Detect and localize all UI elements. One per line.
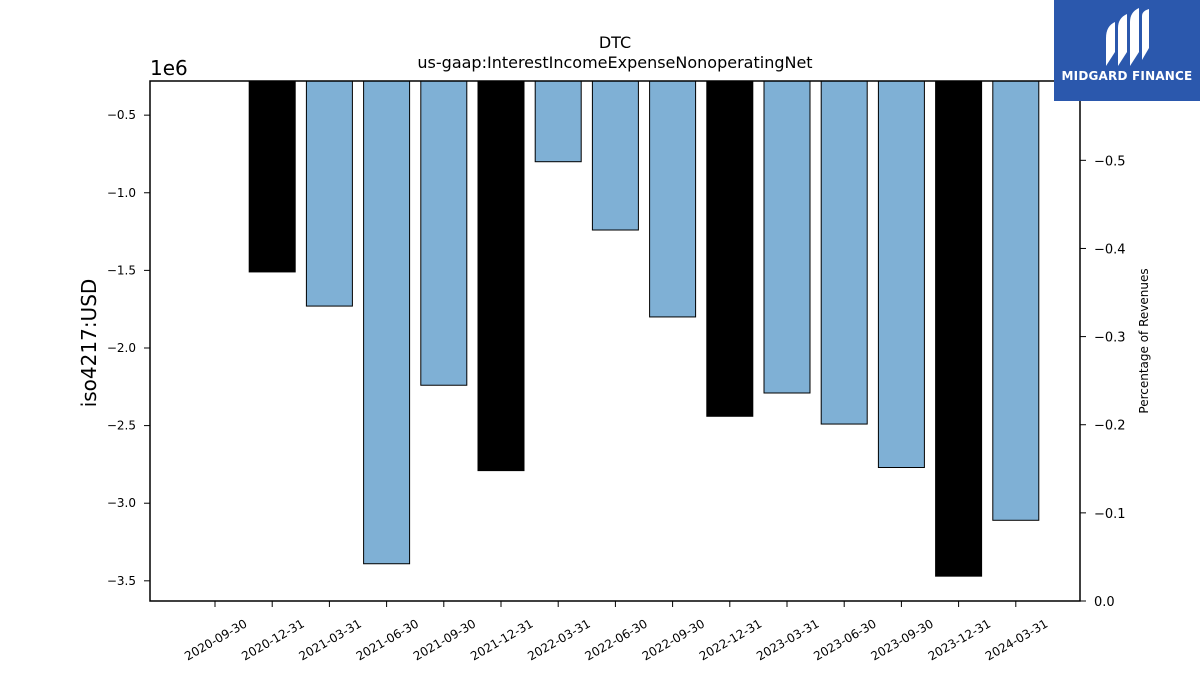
bar-2022-06-30 [591,80,639,231]
y-tick-label: −3.0 [107,496,136,510]
bar-2021-06-30 [363,80,411,565]
y-axis-label: iso4217:USD [77,279,101,408]
bar-2022-12-31 [706,80,754,417]
bar-2021-12-31 [477,80,525,472]
bars-group [248,80,1040,577]
x-axis-ticks: 2020-09-302020-12-312021-03-312021-06-30… [182,601,1050,663]
y2-tick-label: −0.5 [1094,154,1126,169]
x-tick-label: 2020-12-31 [239,616,306,663]
bar-2023-09-30 [877,80,925,469]
x-tick-label: 2021-12-31 [468,616,535,663]
y2-tick-label: −0.3 [1094,331,1126,346]
midgard-logo: MIDGARD FINANCE [1054,0,1200,101]
bar-2024-03-31 [992,80,1040,521]
x-tick-label: 2022-09-30 [640,616,707,663]
x-tick-label: 2021-06-30 [354,616,421,663]
y-axis-ticks: −0.5 −1.0 −1.5 −2.0 −2.5 −3.0 −3.5 [107,108,150,588]
y-offset-label: 1e6 [150,56,188,80]
y2-tick-label: −0.1 [1094,507,1126,522]
chart-subtitle: us-gaap:InterestIncomeExpenseNonoperatin… [417,53,812,72]
x-tick-label: 2023-09-30 [868,616,935,663]
bar-2023-06-30 [820,80,868,425]
y-tick-label: −1.5 [107,263,136,277]
x-tick-label: 2022-12-31 [697,616,764,663]
y2-tick-label: 0.0 [1094,595,1115,610]
y-tick-label: −0.5 [107,108,136,122]
y2-tick-label: −0.2 [1094,419,1126,434]
y2-tick-label: −0.4 [1094,242,1126,257]
x-tick-label: 2023-06-30 [811,616,878,663]
x-tick-label: 2020-09-30 [182,616,249,663]
x-tick-label: 2021-03-31 [296,616,363,663]
logo-text: MIDGARD FINANCE [1061,69,1193,83]
y-tick-label: −3.5 [107,574,136,588]
x-tick-label: 2024-03-31 [983,616,1050,663]
bar-2020-12-31 [248,80,296,273]
bar-2021-03-31 [305,80,353,307]
bar-2021-09-30 [420,80,468,386]
y2-axis-ticks: −0.5 −0.4 −0.3 −0.2 −0.1 0.0 [1080,154,1126,610]
x-tick-label: 2021-09-30 [411,616,478,663]
chart-title: DTC [599,33,631,52]
x-tick-label: 2023-03-31 [754,616,821,663]
bar-2022-09-30 [649,80,697,318]
x-tick-label: 2022-06-30 [582,616,649,663]
x-tick-label: 2023-12-31 [926,616,993,663]
midgard-logo-icon [1106,8,1149,66]
y2-axis-label: Percentage of Revenues [1137,268,1151,413]
bar-2023-03-31 [763,80,811,394]
bar-2022-03-31 [534,80,582,163]
bar-2023-12-31 [935,80,983,577]
y-tick-label: −2.5 [107,419,136,433]
y-tick-label: −2.0 [107,341,136,355]
x-tick-label: 2022-03-31 [525,616,592,663]
y-tick-label: −1.0 [107,186,136,200]
